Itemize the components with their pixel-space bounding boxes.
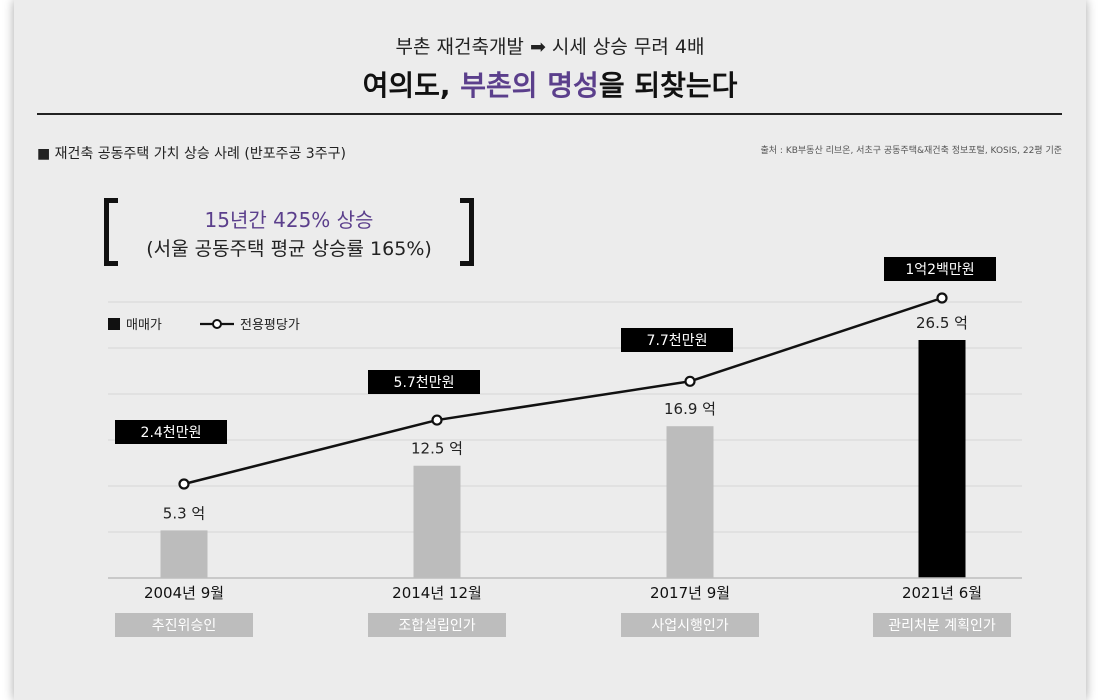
line-value-label-2: 7.7천만원 <box>647 333 708 349</box>
line-value-box-1 <box>368 370 480 394</box>
header-subtitle: 부촌 재건축개발 ➡ 시세 상승 무려 4배 <box>395 36 705 58</box>
legend-line-label: 전용평당가 <box>240 318 300 333</box>
title-highlight: 부촌의 명성 <box>460 69 599 102</box>
infographic-card <box>14 0 1086 700</box>
line-value-box-0 <box>115 420 227 444</box>
x-tick-label-2: 2017년 9월 <box>650 584 730 602</box>
growth-callout: 15년간 425% 상승 (서울 공동주택 평균 상승률 165%) <box>104 198 474 268</box>
title-part1: 여의도, <box>362 69 461 102</box>
stage-box-3 <box>873 613 1011 637</box>
bar-2 <box>666 426 714 578</box>
line-value-label-3: 1억2백만원 <box>905 262 974 278</box>
legend-line-marker <box>212 319 222 329</box>
line-value-box-2 <box>621 328 733 352</box>
legend-bar-swatch <box>108 318 120 330</box>
bar-0 <box>160 530 208 578</box>
bar-value-label-1: 12.5 억 <box>411 440 463 458</box>
chart-heading: ■ 재건축 공동주택 가치 상승 사례 (반포주공 3주구) <box>37 146 346 162</box>
title-part2: 을 되찾는다 <box>598 69 738 102</box>
line-point-0 <box>178 478 190 490</box>
stage-box-2 <box>621 613 759 637</box>
stage-label-1: 조합설립인가 <box>398 618 475 634</box>
left-bracket <box>104 198 118 266</box>
line-point-2 <box>684 375 696 387</box>
bar-value-label-3: 26.5 억 <box>916 314 968 332</box>
callout-headline: 15년간 425% 상승 <box>204 208 374 232</box>
stage-box-0 <box>115 613 253 637</box>
bar-value-label-2: 16.9 억 <box>664 400 716 418</box>
line-series-path <box>183 296 943 486</box>
stage-label-0: 추진위승인 <box>152 618 216 634</box>
line-value-box-3 <box>884 257 996 281</box>
x-tick-label-1: 2014년 12월 <box>392 584 482 602</box>
bar-value-label-0: 5.3 억 <box>163 504 205 522</box>
line-value-label-0: 2.4천만원 <box>141 425 202 441</box>
line-point-1 <box>431 414 443 426</box>
stage-label-3: 관리처분 계획인가 <box>888 618 996 634</box>
callout-detail: (서울 공동주택 평균 상승률 165%) <box>146 238 432 260</box>
right-bracket <box>460 198 474 266</box>
bar-3 <box>918 340 966 578</box>
bar-1 <box>413 465 461 578</box>
source-note: 출처 : KB부동산 리브온, 서초구 공동주택&재건축 정보포털, KOSIS… <box>760 146 1062 156</box>
header-divider <box>37 113 1062 115</box>
line-value-label-1: 5.7천만원 <box>394 375 455 391</box>
x-tick-label-3: 2021년 6월 <box>902 584 982 602</box>
line-point-3 <box>936 292 948 304</box>
stage-box-1 <box>368 613 506 637</box>
header-title: 여의도, 부촌의 명성을 되찾는다 <box>0 64 1100 104</box>
x-tick-label-0: 2004년 9월 <box>144 584 224 602</box>
stage-label-2: 사업시행인가 <box>651 618 728 634</box>
legend-bar-label: 매매가 <box>126 318 162 333</box>
